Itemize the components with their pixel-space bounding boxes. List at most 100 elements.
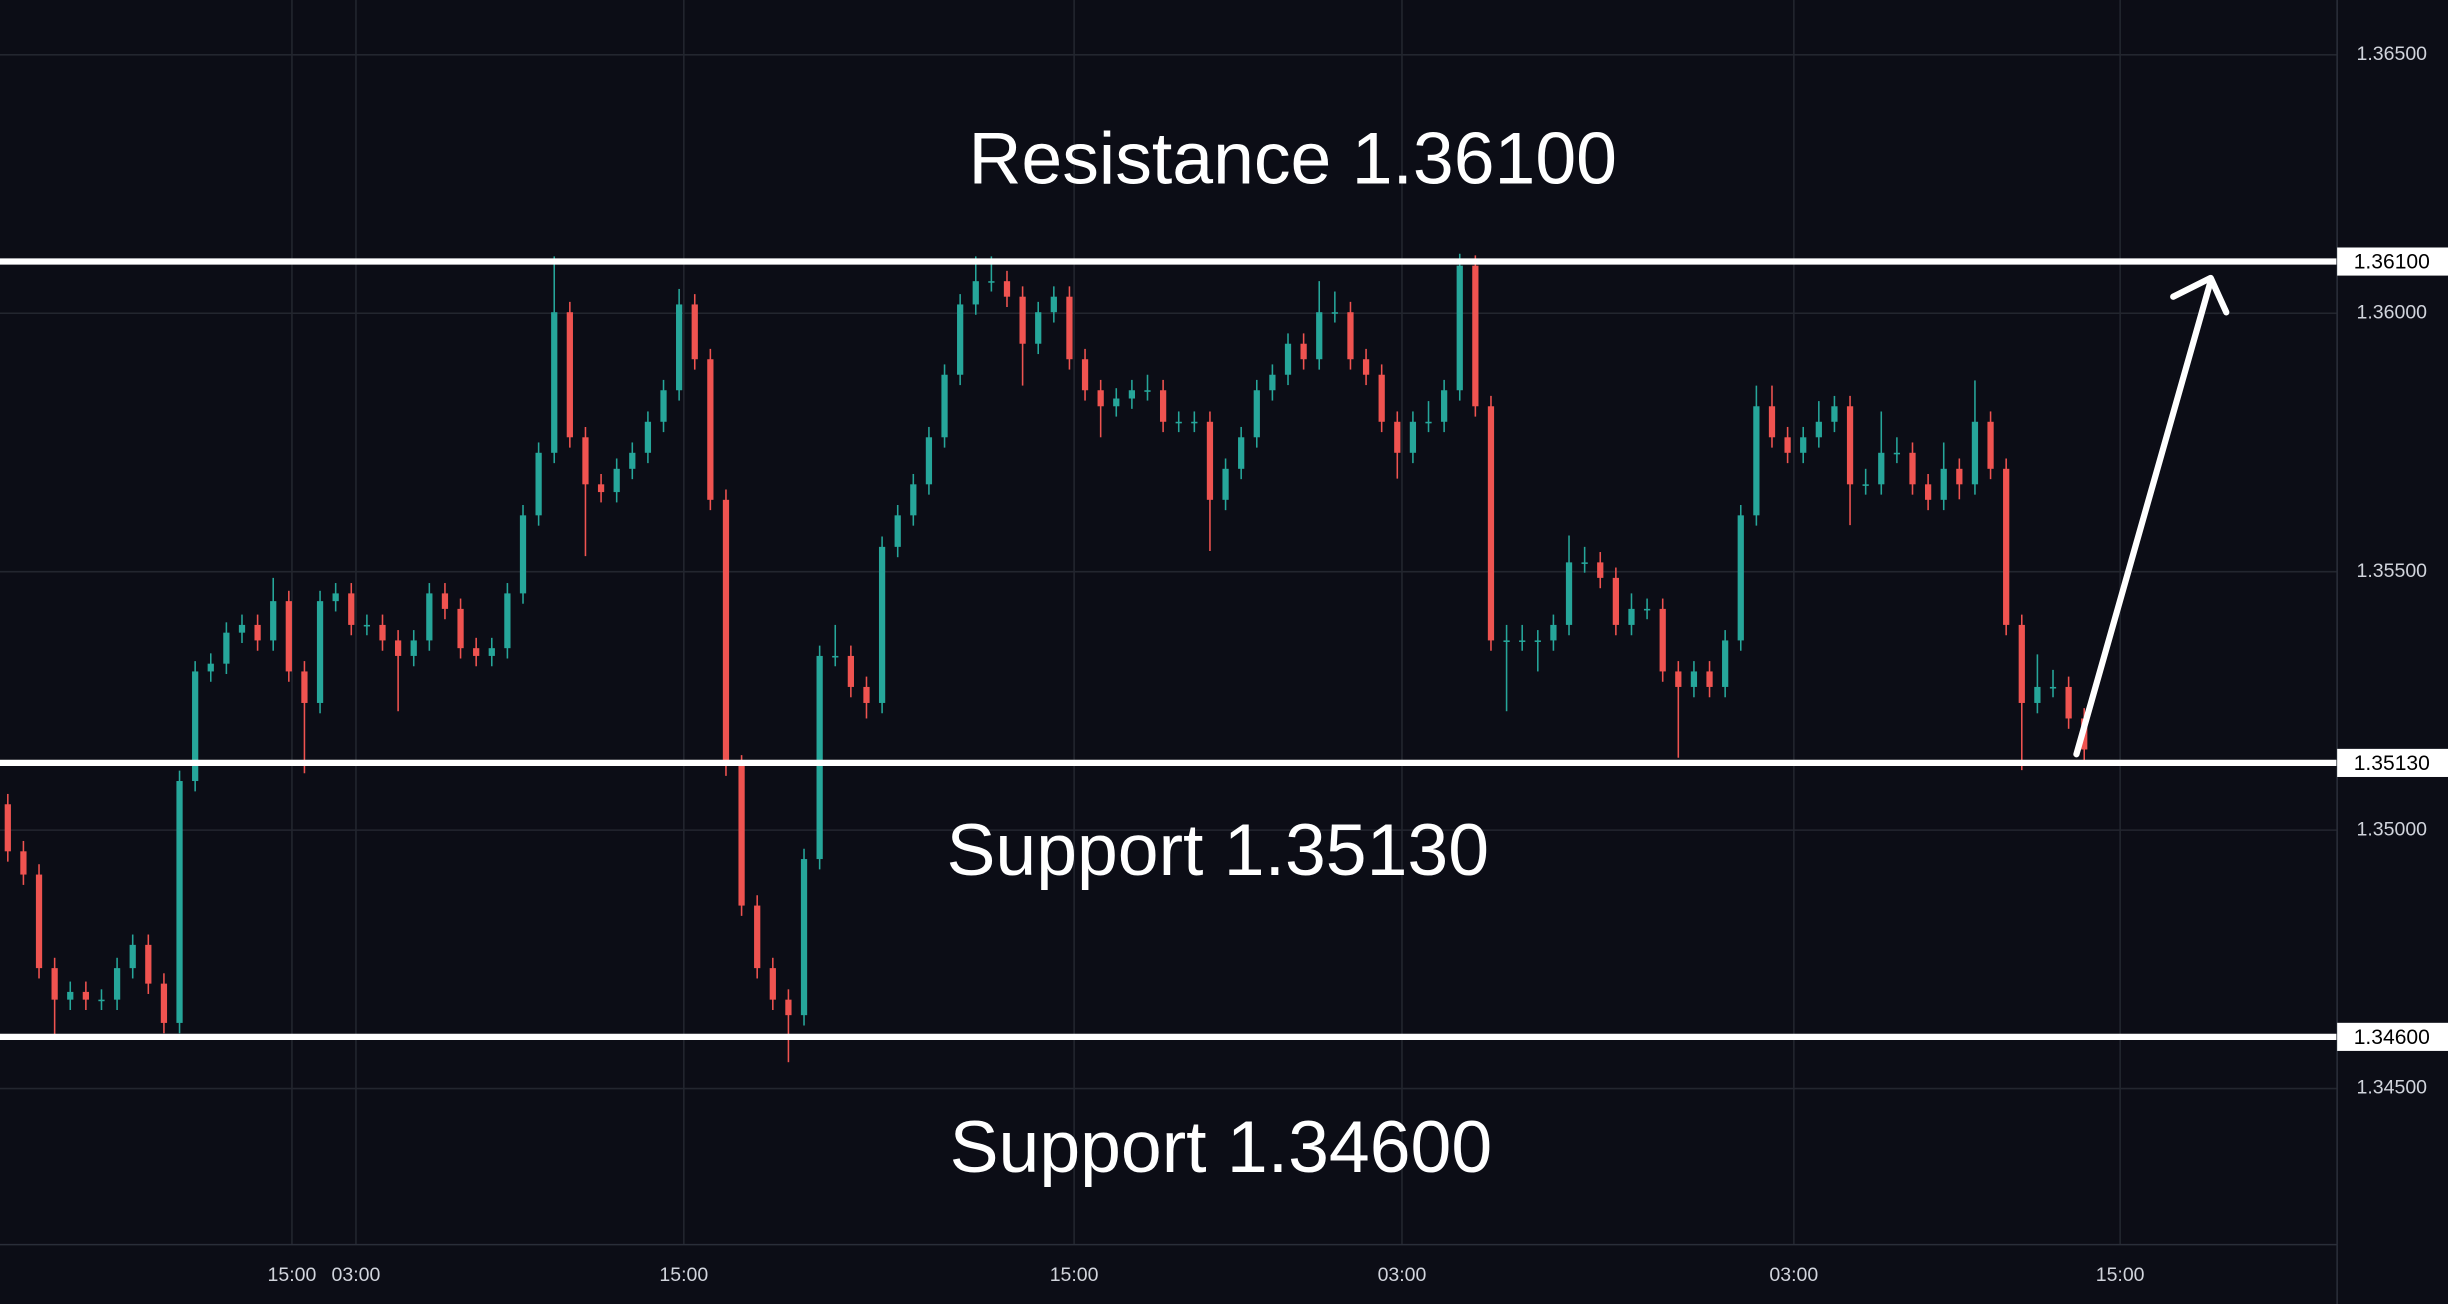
candle-body (1971, 421, 1979, 485)
candle-body (1534, 640, 1541, 642)
candle-body (4, 804, 11, 852)
candle-body (192, 671, 199, 782)
level-label: 1.36100 (2354, 251, 2430, 274)
candle-body (2049, 686, 2057, 689)
candle-body (285, 601, 292, 672)
candle-body (98, 999, 105, 1002)
candle-body (1503, 640, 1510, 642)
labels: 1.34500 1.35000 1.35500 1.36000 1.36500 15:00… (268, 43, 2448, 1286)
candle-body (1081, 359, 1089, 391)
candle-body (145, 944, 152, 984)
candles (4, 253, 2088, 1063)
candle-body (1846, 406, 1854, 485)
candle-body (1128, 390, 1136, 399)
y-tick-label: 1.35000 (2357, 818, 2428, 840)
candle-body (379, 624, 386, 641)
candle-body (1347, 312, 1354, 360)
arrow-shaft (2073, 277, 2214, 758)
candle-body (1472, 265, 1479, 407)
candle-body (207, 663, 214, 672)
candle-body (1284, 343, 1292, 375)
candle-body (1050, 296, 1057, 313)
x-tick-label: 03:00 (332, 1264, 381, 1286)
candle-body (1612, 577, 1619, 625)
level-label-box (2337, 748, 2448, 777)
candle-body (1362, 359, 1370, 375)
candle-body (2034, 686, 2041, 703)
candle-body (1956, 468, 1963, 485)
candle-body (1331, 312, 1338, 314)
candle-body (316, 601, 324, 703)
candle-body (1581, 562, 1588, 564)
candle-body (1565, 562, 1573, 625)
candle-body (972, 281, 979, 305)
candle-body (1597, 562, 1604, 578)
arrow-head (2170, 274, 2230, 316)
candle-body (301, 671, 308, 703)
candle-body (863, 686, 870, 703)
level-label: 1.34600 (2354, 1026, 2430, 1049)
candle-body (270, 601, 277, 641)
candle-body (988, 281, 995, 283)
candle-body (894, 515, 901, 547)
y-tick-label: 1.36000 (2357, 301, 2428, 323)
candle-body (738, 765, 745, 906)
candle-body (426, 593, 433, 641)
candle-body (223, 632, 230, 664)
candle-body (1378, 374, 1385, 422)
candle-body (957, 304, 964, 375)
candle-body (1753, 406, 1760, 516)
candle-body (519, 515, 527, 594)
candle-body (1909, 452, 1916, 485)
x-tick-label: 03:00 (1769, 1264, 1818, 1286)
candle-body (707, 359, 714, 500)
candle-body (1441, 390, 1448, 422)
candle-body (1394, 421, 1401, 453)
candle-body (1191, 421, 1198, 424)
candle-body (113, 968, 121, 1000)
candle-body (1003, 281, 1011, 297)
candle-body (1253, 390, 1260, 438)
candle-body (1924, 484, 1932, 500)
candle-body (676, 304, 683, 391)
candle-body (847, 655, 854, 687)
candle-body (1019, 296, 1026, 344)
candle-body (1300, 343, 1307, 360)
candle-body (394, 640, 402, 656)
level-label-box (2337, 1022, 2448, 1051)
candle-body (160, 983, 168, 1023)
candle-body (441, 593, 449, 609)
candle-body (1722, 640, 1729, 687)
candle-body (51, 968, 58, 1000)
candle-body (129, 944, 136, 969)
candle-body (1206, 421, 1214, 500)
candle-body (2065, 686, 2072, 719)
candle-body (20, 851, 27, 875)
level-label-box (2337, 247, 2448, 276)
candle-body (941, 374, 948, 438)
candle-body (176, 781, 183, 1023)
candle-body (785, 999, 792, 1016)
candle-body (660, 390, 667, 422)
candle-body (473, 648, 480, 656)
candle-body (816, 655, 823, 860)
candle-body (348, 593, 355, 625)
levels (0, 258, 2338, 1040)
candle-body (254, 624, 261, 641)
candle-body (82, 991, 89, 1000)
candle-body (1316, 312, 1323, 360)
candle-body (754, 905, 761, 969)
candle-body (1066, 296, 1073, 360)
candle-body (457, 608, 464, 649)
candle-body (1893, 452, 1901, 455)
candle-body (769, 968, 776, 1000)
candle-body (1987, 421, 1994, 469)
candle-body (1878, 452, 1885, 485)
candle-body (910, 484, 917, 516)
candle-body (2003, 468, 2010, 625)
candle-body (629, 452, 636, 469)
candle-body (1737, 515, 1744, 641)
candle-body (238, 624, 246, 633)
candle-body (613, 468, 620, 493)
